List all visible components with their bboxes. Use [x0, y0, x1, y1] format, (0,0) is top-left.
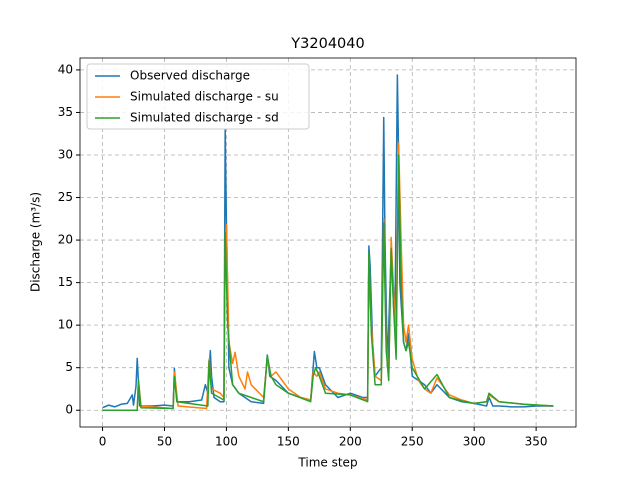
x-tick-label: 350 — [525, 435, 548, 449]
y-tick-label: 10 — [58, 318, 73, 332]
chart-title: Y3204040 — [290, 36, 364, 52]
y-tick-label: 25 — [58, 190, 73, 204]
y-axis-label: Discharge (m³/s) — [29, 192, 43, 292]
y-tick-label: 5 — [65, 360, 73, 374]
legend-label: Simulated discharge - su — [130, 90, 279, 104]
x-tick-label: 50 — [157, 435, 172, 449]
data-line — [102, 154, 554, 411]
x-tick-label: 100 — [215, 435, 238, 449]
legend-label: Simulated discharge - sd — [130, 111, 279, 125]
y-tick-label: 20 — [58, 233, 73, 247]
x-tick-label: 300 — [463, 435, 486, 449]
y-tick-label: 40 — [58, 62, 73, 76]
legend-box — [86, 63, 310, 130]
y-tick-label: 35 — [58, 105, 73, 119]
x-tick-label: 200 — [339, 435, 362, 449]
x-tick-label: 150 — [277, 435, 300, 449]
y-tick-label: 0 — [65, 403, 73, 417]
x-tick-label: 250 — [401, 435, 424, 449]
legend-label: Observed discharge — [130, 69, 250, 83]
y-tick-label: 30 — [58, 147, 73, 161]
plot-frame — [79, 57, 577, 428]
data-line — [102, 142, 554, 411]
y-tick-label: 15 — [58, 275, 73, 289]
x-tick-label: 0 — [99, 435, 107, 449]
x-axis-label: Time step — [297, 456, 357, 470]
